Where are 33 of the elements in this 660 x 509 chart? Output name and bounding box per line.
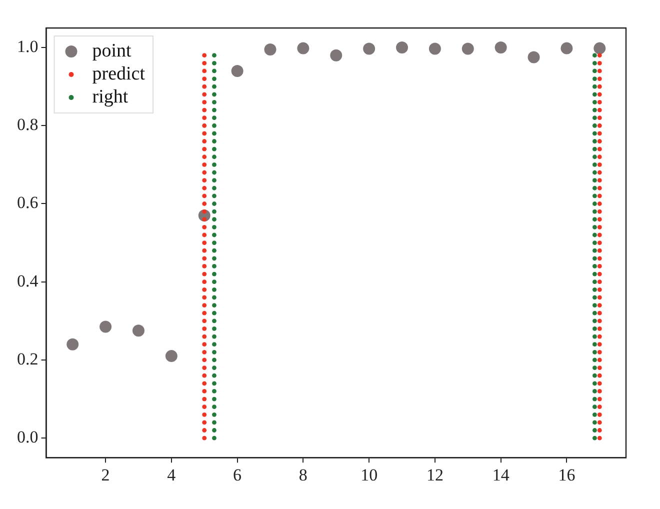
y-tick-label: 0.2: [17, 349, 38, 368]
point: [560, 42, 573, 54]
y-tick-label: 0.4: [17, 271, 39, 290]
point: [264, 43, 276, 56]
point: [330, 49, 342, 62]
y-tick-label: 0.8: [17, 115, 38, 134]
point: [494, 42, 507, 54]
x-tick-label: 4: [167, 465, 176, 484]
x-tick-label: 10: [360, 465, 378, 484]
y-tick-label: 0.6: [17, 193, 38, 212]
point: [528, 51, 540, 64]
legend-label: point: [92, 40, 132, 62]
y-tick-label: 0.0: [17, 428, 38, 447]
x-tick-label: 12: [426, 465, 444, 484]
point: [297, 42, 310, 54]
x-tick-label: 6: [233, 465, 242, 484]
point: [428, 42, 441, 55]
point: [231, 64, 244, 77]
point: [396, 42, 408, 54]
y-tick-label: 1.0: [17, 36, 38, 56]
x-tick-label: 16: [558, 465, 576, 484]
x-tick-label: 14: [492, 465, 510, 484]
point: [100, 320, 112, 333]
point: [165, 350, 178, 362]
point: [594, 42, 606, 54]
point: [132, 324, 144, 337]
x-tick-label: 2: [101, 465, 110, 484]
point: [66, 338, 79, 350]
point: [462, 42, 474, 55]
legend-label: predict: [92, 63, 146, 84]
point: [363, 42, 376, 55]
x-tick-label: 8: [298, 465, 308, 484]
legend-label: right: [92, 86, 129, 108]
